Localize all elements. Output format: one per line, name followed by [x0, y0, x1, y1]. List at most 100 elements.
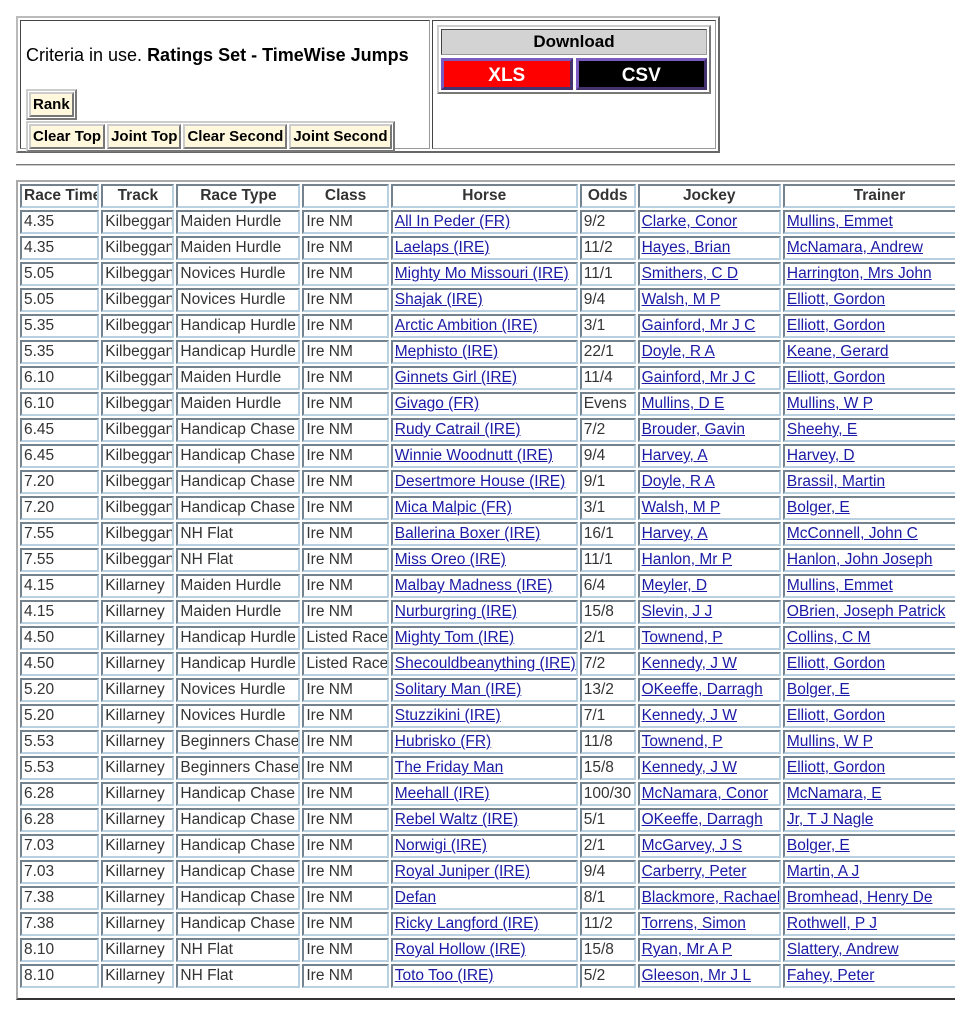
horse-link[interactable]: The Friday Man: [394, 759, 504, 776]
xls-button[interactable]: XLS: [441, 58, 573, 90]
trainer-link[interactable]: Mullins, Emmet: [786, 577, 893, 594]
horse-link[interactable]: Winnie Woodnutt (IRE): [394, 447, 553, 464]
jockey-link[interactable]: Kennedy, J W: [641, 655, 737, 672]
clear-second-button[interactable]: Clear Second: [183, 124, 288, 149]
jockey-link[interactable]: Blackmore, Rachael: [641, 889, 781, 906]
jockey-link[interactable]: Kennedy, J W: [641, 759, 737, 776]
horse-link[interactable]: All In Peder (FR): [394, 213, 511, 230]
horse-link[interactable]: Mighty Mo Missouri (IRE): [394, 265, 569, 282]
jockey-link[interactable]: McGarvey, J S: [641, 837, 743, 854]
jockey-link[interactable]: Carberry, Peter: [641, 863, 747, 880]
jockey-link[interactable]: Brouder, Gavin: [641, 421, 745, 438]
clear-top-button[interactable]: Clear Top: [29, 124, 106, 149]
trainer-link[interactable]: Brassil, Martin: [786, 473, 886, 490]
horse-link[interactable]: Givago (FR): [394, 395, 480, 412]
trainer-link[interactable]: Elliott, Gordon: [786, 317, 886, 334]
jockey-link[interactable]: Gainford, Mr J C: [641, 317, 756, 334]
jockey-link[interactable]: Slevin, J J: [641, 603, 713, 620]
joint-second-button[interactable]: Joint Second: [289, 124, 392, 149]
trainer-link[interactable]: Bromhead, Henry De: [786, 889, 933, 906]
trainer-link[interactable]: Rothwell, P J: [786, 915, 878, 932]
jockey-link[interactable]: Doyle, R A: [641, 473, 715, 490]
trainer-link[interactable]: Harvey, D: [786, 447, 855, 464]
horse-link[interactable]: Toto Too (IRE): [394, 967, 494, 984]
horse-link[interactable]: Rudy Catrail (IRE): [394, 421, 521, 438]
horse-link[interactable]: Mighty Tom (IRE): [394, 629, 515, 646]
trainer-link[interactable]: Collins, C M: [786, 629, 871, 646]
trainer-link[interactable]: Keane, Gerard: [786, 343, 889, 360]
horse-link[interactable]: Rebel Waltz (IRE): [394, 811, 519, 828]
trainer-link[interactable]: Mullins, Emmet: [786, 213, 893, 230]
trainer-link[interactable]: Bolger, E: [786, 681, 850, 698]
cell-horse: Mica Malpic (FR): [390, 496, 578, 520]
jockey-link[interactable]: Mullins, D E: [641, 395, 725, 412]
jockey-link[interactable]: Walsh, M P: [641, 499, 721, 516]
trainer-link[interactable]: Jr, T J Nagle: [786, 811, 874, 828]
trainer-link[interactable]: OBrien, Joseph Patrick: [786, 603, 946, 620]
horse-link[interactable]: Laelaps (IRE): [394, 239, 490, 256]
trainer-link[interactable]: Elliott, Gordon: [786, 759, 886, 776]
trainer-link[interactable]: Elliott, Gordon: [786, 369, 886, 386]
horse-link[interactable]: Arctic Ambition (IRE): [394, 317, 538, 334]
horse-link[interactable]: Ginnets Girl (IRE): [394, 369, 518, 386]
trainer-link[interactable]: Elliott, Gordon: [786, 707, 886, 724]
jockey-link[interactable]: Clarke, Conor: [641, 213, 738, 230]
jockey-link[interactable]: Kennedy, J W: [641, 707, 737, 724]
trainer-link[interactable]: Elliott, Gordon: [786, 291, 886, 308]
trainer-link[interactable]: Mullins, W P: [786, 733, 873, 750]
trainer-link[interactable]: Martin, A J: [786, 863, 860, 880]
trainer-link[interactable]: Hanlon, John Joseph: [786, 551, 933, 568]
horse-link[interactable]: Malbay Madness (IRE): [394, 577, 553, 594]
horse-link[interactable]: Royal Hollow (IRE): [394, 941, 526, 958]
horse-link[interactable]: Royal Juniper (IRE): [394, 863, 530, 880]
horse-link[interactable]: Stuzzikini (IRE): [394, 707, 501, 724]
jockey-link[interactable]: Smithers, C D: [641, 265, 739, 282]
jockey-link[interactable]: OKeeffe, Darragh: [641, 681, 763, 698]
trainer-link[interactable]: Slattery, Andrew: [786, 941, 899, 958]
horse-link[interactable]: Desertmore House (IRE): [394, 473, 566, 490]
csv-button[interactable]: CSV: [575, 58, 707, 90]
jockey-link[interactable]: Doyle, R A: [641, 343, 715, 360]
jockey-link[interactable]: Townend, P: [641, 733, 723, 750]
horse-link[interactable]: Shecouldbeanything (IRE): [394, 655, 576, 672]
jockey-link[interactable]: McNamara, Conor: [641, 785, 769, 802]
horse-link[interactable]: Hubrisko (FR): [394, 733, 492, 750]
table-row: 8.10 Killarney NH Flat Ire NM Royal Hollow (…: [20, 938, 955, 962]
jockey-link[interactable]: Torrens, Simon: [641, 915, 746, 932]
rank-button[interactable]: Rank: [29, 92, 74, 117]
joint-top-button[interactable]: Joint Top: [107, 124, 182, 149]
horse-link[interactable]: Mephisto (IRE): [394, 343, 499, 360]
jockey-link[interactable]: Harvey, A: [641, 447, 708, 464]
horse-link[interactable]: Solitary Man (IRE): [394, 681, 522, 698]
horse-link[interactable]: Shajak (IRE): [394, 291, 483, 308]
trainer-link[interactable]: McConnell, John C: [786, 525, 918, 542]
horse-link[interactable]: Defan: [394, 889, 437, 906]
trainer-link[interactable]: Sheehy, E: [786, 421, 858, 438]
horse-link[interactable]: Ricky Langford (IRE): [394, 915, 539, 932]
trainer-link[interactable]: Mullins, W P: [786, 395, 873, 412]
jockey-link[interactable]: Walsh, M P: [641, 291, 721, 308]
trainer-link[interactable]: McNamara, E: [786, 785, 882, 802]
trainer-link[interactable]: Elliott, Gordon: [786, 655, 886, 672]
jockey-link[interactable]: Gleeson, Mr J L: [641, 967, 751, 984]
trainer-link[interactable]: Bolger, E: [786, 837, 850, 854]
trainer-link[interactable]: McNamara, Andrew: [786, 239, 923, 256]
horse-link[interactable]: Nurburgring (IRE): [394, 603, 518, 620]
jockey-link[interactable]: Harvey, A: [641, 525, 708, 542]
horse-link[interactable]: Ballerina Boxer (IRE): [394, 525, 541, 542]
jockey-link[interactable]: OKeeffe, Darragh: [641, 811, 763, 828]
horse-link[interactable]: Meehall (IRE): [394, 785, 490, 802]
jockey-link[interactable]: Townend, P: [641, 629, 723, 646]
jockey-link[interactable]: Ryan, Mr A P: [641, 941, 733, 958]
trainer-link[interactable]: Harrington, Mrs John: [786, 265, 932, 282]
horse-link[interactable]: Miss Oreo (IRE): [394, 551, 506, 568]
jockey-link[interactable]: Hanlon, Mr P: [641, 551, 733, 568]
jockey-link[interactable]: Meyler, D: [641, 577, 708, 594]
horse-link[interactable]: Norwigi (IRE): [394, 837, 487, 854]
trainer-link[interactable]: Fahey, Peter: [786, 967, 875, 984]
cell-track: Killarney: [101, 964, 175, 988]
jockey-link[interactable]: Gainford, Mr J C: [641, 369, 756, 386]
jockey-link[interactable]: Hayes, Brian: [641, 239, 731, 256]
trainer-link[interactable]: Bolger, E: [786, 499, 850, 516]
horse-link[interactable]: Mica Malpic (FR): [394, 499, 512, 516]
